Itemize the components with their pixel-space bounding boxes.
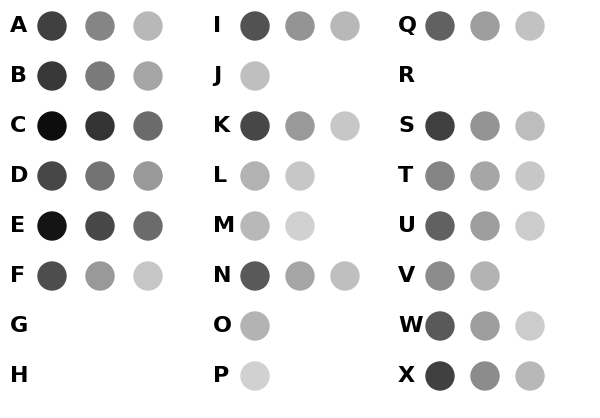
Circle shape <box>86 162 114 190</box>
Circle shape <box>241 312 269 340</box>
Circle shape <box>38 162 66 190</box>
Circle shape <box>38 112 66 140</box>
Circle shape <box>38 212 66 240</box>
Circle shape <box>241 212 269 240</box>
Text: T: T <box>398 166 413 186</box>
Circle shape <box>471 12 499 40</box>
Text: W: W <box>398 316 422 336</box>
Circle shape <box>86 212 114 240</box>
Circle shape <box>331 112 359 140</box>
Circle shape <box>38 262 66 290</box>
Circle shape <box>471 362 499 390</box>
Circle shape <box>471 212 499 240</box>
Circle shape <box>516 162 544 190</box>
Circle shape <box>134 112 162 140</box>
Circle shape <box>86 62 114 90</box>
Circle shape <box>286 12 314 40</box>
Circle shape <box>516 312 544 340</box>
Text: J: J <box>213 66 221 86</box>
Circle shape <box>241 62 269 90</box>
Text: Q: Q <box>398 16 417 36</box>
Text: H: H <box>10 366 29 386</box>
Circle shape <box>471 162 499 190</box>
Circle shape <box>286 262 314 290</box>
Circle shape <box>38 62 66 90</box>
Circle shape <box>86 112 114 140</box>
Circle shape <box>331 12 359 40</box>
Text: E: E <box>10 216 25 236</box>
Text: G: G <box>10 316 28 336</box>
Text: U: U <box>398 216 416 236</box>
Circle shape <box>471 262 499 290</box>
Text: L: L <box>213 166 227 186</box>
Text: D: D <box>10 166 28 186</box>
Text: I: I <box>213 16 221 36</box>
Text: X: X <box>398 366 415 386</box>
Circle shape <box>38 12 66 40</box>
Circle shape <box>134 162 162 190</box>
Text: M: M <box>213 216 235 236</box>
Text: A: A <box>10 16 27 36</box>
Text: V: V <box>398 266 415 286</box>
Circle shape <box>286 212 314 240</box>
Circle shape <box>86 262 114 290</box>
Text: N: N <box>213 266 232 286</box>
Circle shape <box>516 112 544 140</box>
Circle shape <box>241 362 269 390</box>
Circle shape <box>134 212 162 240</box>
Text: F: F <box>10 266 25 286</box>
Circle shape <box>516 362 544 390</box>
Circle shape <box>241 262 269 290</box>
Circle shape <box>426 362 454 390</box>
Circle shape <box>286 112 314 140</box>
Text: K: K <box>213 116 230 136</box>
Text: C: C <box>10 116 26 136</box>
Circle shape <box>134 12 162 40</box>
Text: R: R <box>398 66 415 86</box>
Circle shape <box>134 262 162 290</box>
Circle shape <box>426 212 454 240</box>
Circle shape <box>426 12 454 40</box>
Circle shape <box>426 112 454 140</box>
Text: B: B <box>10 66 27 86</box>
Circle shape <box>286 162 314 190</box>
Circle shape <box>241 162 269 190</box>
Text: O: O <box>213 316 232 336</box>
Circle shape <box>471 312 499 340</box>
Circle shape <box>241 112 269 140</box>
Circle shape <box>426 162 454 190</box>
Circle shape <box>241 12 269 40</box>
Circle shape <box>426 262 454 290</box>
Text: P: P <box>213 366 229 386</box>
Circle shape <box>516 212 544 240</box>
Circle shape <box>426 312 454 340</box>
Circle shape <box>471 112 499 140</box>
Circle shape <box>516 12 544 40</box>
Circle shape <box>331 262 359 290</box>
Circle shape <box>86 12 114 40</box>
Text: S: S <box>398 116 414 136</box>
Circle shape <box>134 62 162 90</box>
